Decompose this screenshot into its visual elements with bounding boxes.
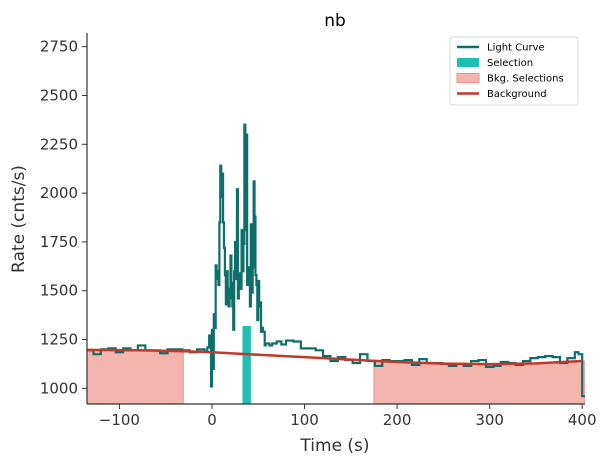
x-tick-label: 0 [207,411,217,429]
legend-swatch [456,73,480,83]
legend-label: Selection [487,58,533,69]
x-tick-label: 200 [383,411,412,429]
y-tick-label: 2250 [40,135,78,153]
legend-label: Light Curve [487,43,545,54]
axes: −100 0 100 200 300 400 1000 1250 1500 1750 2000 225… [40,33,597,429]
y-axis-title: Rate (cnts/s) [9,165,29,273]
y-tick-label: 2500 [40,86,78,104]
y-tick-label: 1000 [40,379,78,397]
x-tick-label: 400 [568,411,597,429]
background-line [87,348,583,366]
x-tick-label: 100 [290,411,319,429]
selection-region [242,325,251,404]
x-axis-title: Time (s) [299,436,369,456]
legend-frame [449,36,579,106]
y-tick-label: 2750 [40,38,78,56]
y-tick-label: 1750 [40,233,78,251]
y-tick-label: 1250 [40,331,78,349]
x-tick-label: −100 [99,411,140,429]
legend-label: Bkg. Selections [487,74,564,85]
chart-title: nb [324,11,346,31]
bkg-selection-region-1 [87,349,184,404]
legend-label: Background [487,89,547,100]
y-tick-label: 2000 [40,184,78,202]
y-tick-label: 1500 [40,282,78,300]
legend: Light Curve Selection Bkg. Selections Backg… [449,36,579,106]
legend-swatch [457,58,479,67]
bkg-selection-region-2 [373,360,585,404]
plot-area [87,123,585,404]
x-tick-label: 300 [475,411,504,429]
